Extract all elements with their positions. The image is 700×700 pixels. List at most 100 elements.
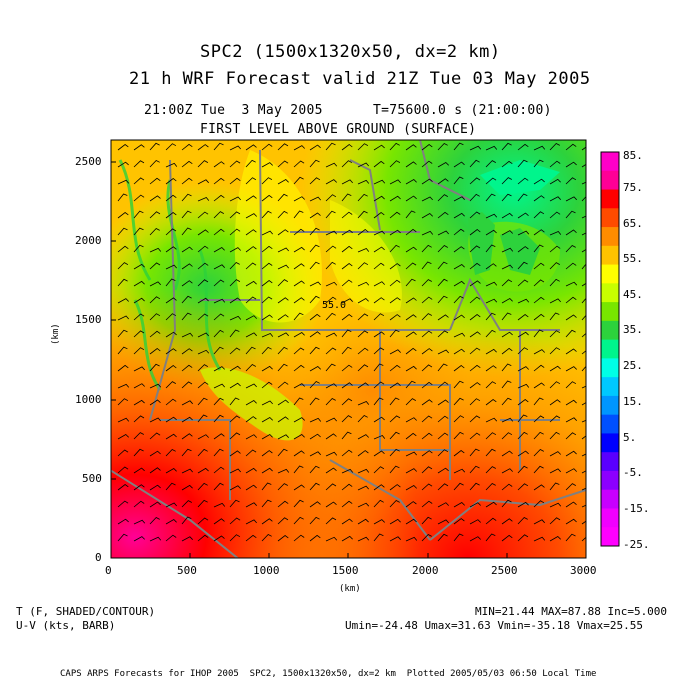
wind-barb [293,145,305,151]
wind-barb [357,210,368,219]
wind-barb [405,246,417,253]
wind-barb [437,244,448,253]
wind-barb [181,433,193,440]
wind-barb [389,179,401,185]
wind-barb [453,264,465,270]
footer-uv-range: Umin=-24.48 Umax=31.63 Vmin=-35.18 Vmax=… [345,619,644,632]
wind-barb [373,416,385,423]
wind-barb [133,448,144,457]
wind-barb [357,179,370,185]
wind-barb [309,212,321,219]
wind-barb [325,417,338,423]
wind-barb [405,210,416,219]
wind-barb [405,432,417,440]
wind-barb [549,502,562,508]
wind-barb [341,382,353,389]
wind-barb [117,449,129,457]
wind-barb [117,211,129,219]
wind-barb [485,466,496,474]
wind-barb [149,281,161,287]
wind-barb [197,297,209,304]
colorbar-swatch [601,414,619,434]
wind-barb [405,536,418,542]
wind-barb [261,450,273,457]
wind-barb [485,417,498,423]
wind-barb [581,419,586,423]
wind-barb [325,347,337,355]
wind-barb [405,228,417,236]
wind-barb [117,298,129,304]
colorbar-label: 65. [623,217,643,230]
wind-barb [341,364,353,372]
wind-barb [149,399,161,406]
wind-barb [453,212,465,219]
wind-barb [293,263,305,270]
wind-barb [485,517,497,525]
wind-barb [453,280,465,287]
wind-barb [309,465,320,474]
wind-barb [565,417,577,423]
wind-barb [293,397,304,406]
wind-barb [485,213,498,219]
wind-barb [117,245,129,253]
wind-barb [437,230,450,236]
wind-barb [517,534,529,542]
wind-barb [277,247,290,253]
colorbar-swatch [601,358,619,378]
wind-barb [133,263,145,270]
title-line2: 21 h WRF Forecast valid 21Z Tue 03 May 2… [129,69,591,89]
wind-barb [421,313,432,321]
wind-barb [485,348,497,355]
wind-barb [293,499,304,508]
wind-barb [517,383,530,389]
wind-barb [117,398,129,406]
wind-barb [149,363,160,372]
wind-barb [549,330,561,338]
wind-barb [389,314,401,321]
wind-barb [501,417,514,423]
wind-barb [229,450,241,457]
wind-barb [485,365,497,372]
wind-barb [197,279,209,287]
wind-barb [325,483,337,491]
wind-barb [373,246,385,253]
wind-barb [437,349,450,355]
wind-barb [293,364,305,372]
wind-barb [405,331,417,338]
xtick-500: 500 [177,564,197,577]
wind-barb [469,465,480,474]
wind-barb [389,431,400,440]
wind-barb [181,312,192,321]
wind-barb [501,312,512,321]
wind-barb [341,518,353,525]
wind-barb [181,348,193,355]
wind-barb [549,262,560,270]
wind-barb [469,211,481,219]
wind-barb [229,315,242,321]
wind-barb [565,262,577,270]
wind-barb [357,162,370,168]
wind-barb [277,210,288,219]
wind-barb [341,346,352,355]
colorbar-swatch [601,489,619,509]
wind-barb [373,211,385,219]
wind-barb [469,519,481,525]
wind-barb [165,433,177,440]
wind-barb [197,349,210,355]
wind-barb [325,312,336,321]
wind-barb [565,314,577,321]
wind-barb [517,230,530,236]
wind-barb [277,448,288,457]
wind-barb [245,315,257,321]
wind-barb [501,247,514,253]
wind-barb [245,519,257,525]
wind-barb [309,534,321,542]
wind-barb [149,450,161,457]
wind-barb [341,179,353,185]
shaded-field [111,140,586,558]
wind-barb [229,517,241,525]
wind-barb [133,194,145,202]
wind-barb [549,245,561,253]
wind-barb [277,279,289,287]
wind-barb [357,262,369,270]
